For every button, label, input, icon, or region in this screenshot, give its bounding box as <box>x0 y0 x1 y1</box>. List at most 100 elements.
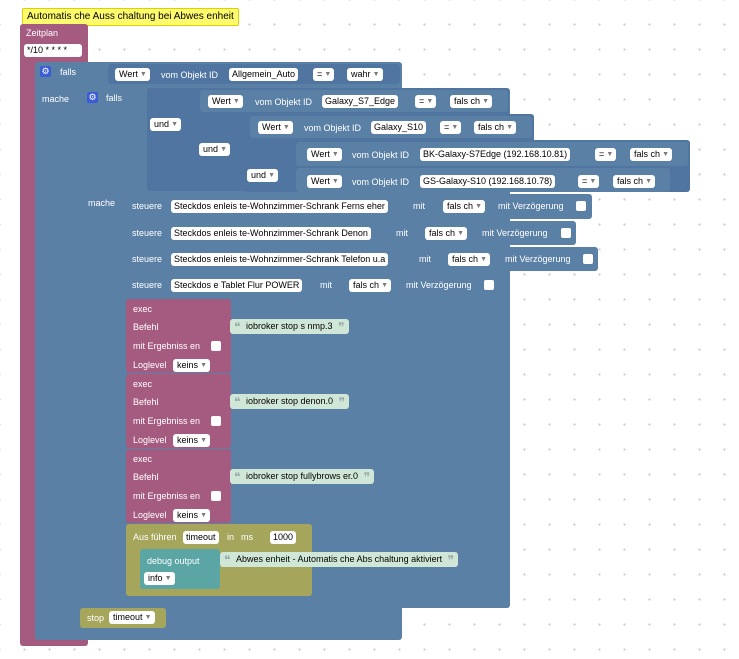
chevron-down-icon: ▼ <box>372 71 380 78</box>
results-label: mit Ergebniss en <box>133 491 201 501</box>
operator-label: = <box>419 96 425 106</box>
stop-timeout-dropdown[interactable]: timeout ▼ <box>109 611 155 624</box>
delay-checkbox[interactable] <box>583 254 593 264</box>
timeout-name-field[interactable]: timeout <box>183 531 219 544</box>
operator-dropdown[interactable]: = ▼ <box>578 175 600 188</box>
loglevel-value: keins <box>177 360 199 370</box>
chevron-down-icon: ▼ <box>475 203 483 210</box>
loglevel-label: Loglevel <box>133 435 167 445</box>
command-string[interactable]: ❝ iobroker stop denon.0 ❞ <box>230 394 350 409</box>
control-target-field[interactable]: Steckdos enleis te-Wohnzimmer-Schrank De… <box>171 227 371 240</box>
object-id-label: vom Objekt ID <box>352 150 410 160</box>
value-select[interactable]: fals ch ▼ <box>450 95 493 108</box>
value-select[interactable]: fals ch ▼ <box>630 148 673 161</box>
results-checkbox[interactable] <box>211 416 221 426</box>
value-select-label: fals ch <box>452 254 479 264</box>
and-label: und <box>154 119 170 129</box>
object-id-field[interactable]: BK-Galaxy-S7Edge (192.168.10.81) <box>420 148 571 161</box>
value-select[interactable]: fals ch ▼ <box>448 253 491 266</box>
command-label: Befehl <box>133 472 159 482</box>
and-label: und <box>203 144 219 154</box>
operator-dropdown[interactable]: = ▼ <box>415 95 437 108</box>
value-dropdown[interactable]: Wert ▼ <box>307 175 342 188</box>
with-label: mit <box>396 228 408 238</box>
with-label: mit <box>320 280 332 290</box>
results-checkbox[interactable] <box>211 341 221 351</box>
chevron-down-icon: ▼ <box>324 71 332 78</box>
object-id-field[interactable]: Galaxy_S10 <box>371 121 427 134</box>
chevron-down-icon: ▼ <box>200 437 208 444</box>
and-dropdown[interactable]: und ▼ <box>247 169 279 182</box>
with-label: mit <box>419 254 431 264</box>
value-dropdown[interactable]: Wert ▼ <box>307 148 342 161</box>
and-dropdown[interactable]: und ▼ <box>150 118 182 131</box>
chevron-down-icon: ▼ <box>451 124 459 131</box>
control-target-field[interactable]: Steckdos enleis te-Wohnzimmer-Schrank Te… <box>171 253 389 266</box>
object-id-field[interactable]: Galaxy_S7_Edge <box>322 95 399 108</box>
debug-label: debug output <box>147 556 200 566</box>
results-checkbox[interactable] <box>211 491 221 501</box>
and-dropdown[interactable]: und ▼ <box>199 143 231 156</box>
exec-label: exec <box>133 379 153 389</box>
debug-level-dropdown[interactable]: info ▼ <box>144 572 175 585</box>
chevron-down-icon: ▼ <box>164 575 172 582</box>
control-target-field[interactable]: Steckdos enleis te-Wohnzimmer-Schrank Fe… <box>171 200 388 213</box>
debug-level-value: info <box>148 573 163 583</box>
stop-timeout-value: timeout <box>113 612 143 622</box>
if-label: falls <box>106 93 123 103</box>
value-select[interactable]: fals ch ▼ <box>474 121 517 134</box>
control-label: steuere <box>132 254 163 264</box>
chevron-down-icon: ▼ <box>282 124 290 131</box>
value-dropdown-label: Wert <box>212 96 231 106</box>
debug-message-string[interactable]: ❝ Abwes enheit - Automatis che Abs chaltu… <box>220 552 459 567</box>
chevron-down-icon: ▼ <box>426 98 434 105</box>
operator-dropdown[interactable]: = ▼ <box>440 121 462 134</box>
gear-icon[interactable]: ⚙ <box>40 66 51 77</box>
object-id-label: vom Objekt ID <box>352 177 410 187</box>
command-label: Befehl <box>133 322 159 332</box>
chevron-down-icon: ▼ <box>200 512 208 519</box>
quote-close-icon: ❞ <box>363 470 371 484</box>
results-label: mit Ergebniss en <box>133 416 201 426</box>
chevron-down-icon: ▼ <box>506 124 514 131</box>
value-dropdown[interactable]: Wert ▼ <box>258 121 293 134</box>
loglevel-dropdown[interactable]: keins ▼ <box>173 509 211 522</box>
exec-label: exec <box>133 454 153 464</box>
command-label: Befehl <box>133 397 159 407</box>
loglevel-dropdown[interactable]: keins ▼ <box>173 359 211 372</box>
gear-icon[interactable]: ⚙ <box>87 92 98 103</box>
chevron-down-icon: ▼ <box>139 71 147 78</box>
value-select-label: wahr <box>351 69 371 79</box>
operator-dropdown[interactable]: = ▼ <box>595 148 617 161</box>
operator-dropdown[interactable]: = ▼ <box>313 68 335 81</box>
delay-checkbox[interactable] <box>484 280 494 290</box>
object-id-field[interactable]: Allgemein_Auto <box>229 68 299 81</box>
timeout-ms-input[interactable]: 1000 <box>270 531 297 544</box>
delay-checkbox[interactable] <box>576 201 586 211</box>
quote-close-icon: ❞ <box>338 395 346 409</box>
value-select-label: fals ch <box>447 201 474 211</box>
value-select[interactable]: fals ch ▼ <box>613 175 656 188</box>
object-id-label: vom Objekt ID <box>161 70 219 80</box>
command-string[interactable]: ❝ iobroker stop s nmp.3 ❞ <box>230 319 349 334</box>
object-id-field[interactable]: GS-Galaxy-S10 (192.168.10.78) <box>420 175 556 188</box>
with-label: mit <box>413 201 425 211</box>
control-target-field[interactable]: Steckdos e Tablet Flur POWER <box>171 279 303 292</box>
delay-label: mit Verzögerung <box>498 201 564 211</box>
chevron-down-icon: ▼ <box>645 178 653 185</box>
loglevel-dropdown[interactable]: keins ▼ <box>173 434 211 447</box>
delay-checkbox[interactable] <box>561 228 571 238</box>
value-select[interactable]: fals ch ▼ <box>349 279 392 292</box>
cron-field[interactable]: */10 * * * * <box>24 44 82 57</box>
value-dropdown[interactable]: Wert ▼ <box>208 95 243 108</box>
value-select[interactable]: fals ch ▼ <box>425 227 468 240</box>
command-string[interactable]: ❝ iobroker stop fullybrows er.0 ❞ <box>230 469 375 484</box>
value-dropdown[interactable]: Wert ▼ <box>115 68 150 81</box>
value-select[interactable]: wahr ▼ <box>347 68 383 81</box>
chevron-down-icon: ▼ <box>171 121 179 128</box>
control-label: steuere <box>132 280 163 290</box>
exec-label: exec <box>133 304 153 314</box>
value-select[interactable]: fals ch ▼ <box>443 200 486 213</box>
chevron-down-icon: ▼ <box>606 151 614 158</box>
loglevel-label: Loglevel <box>133 360 167 370</box>
